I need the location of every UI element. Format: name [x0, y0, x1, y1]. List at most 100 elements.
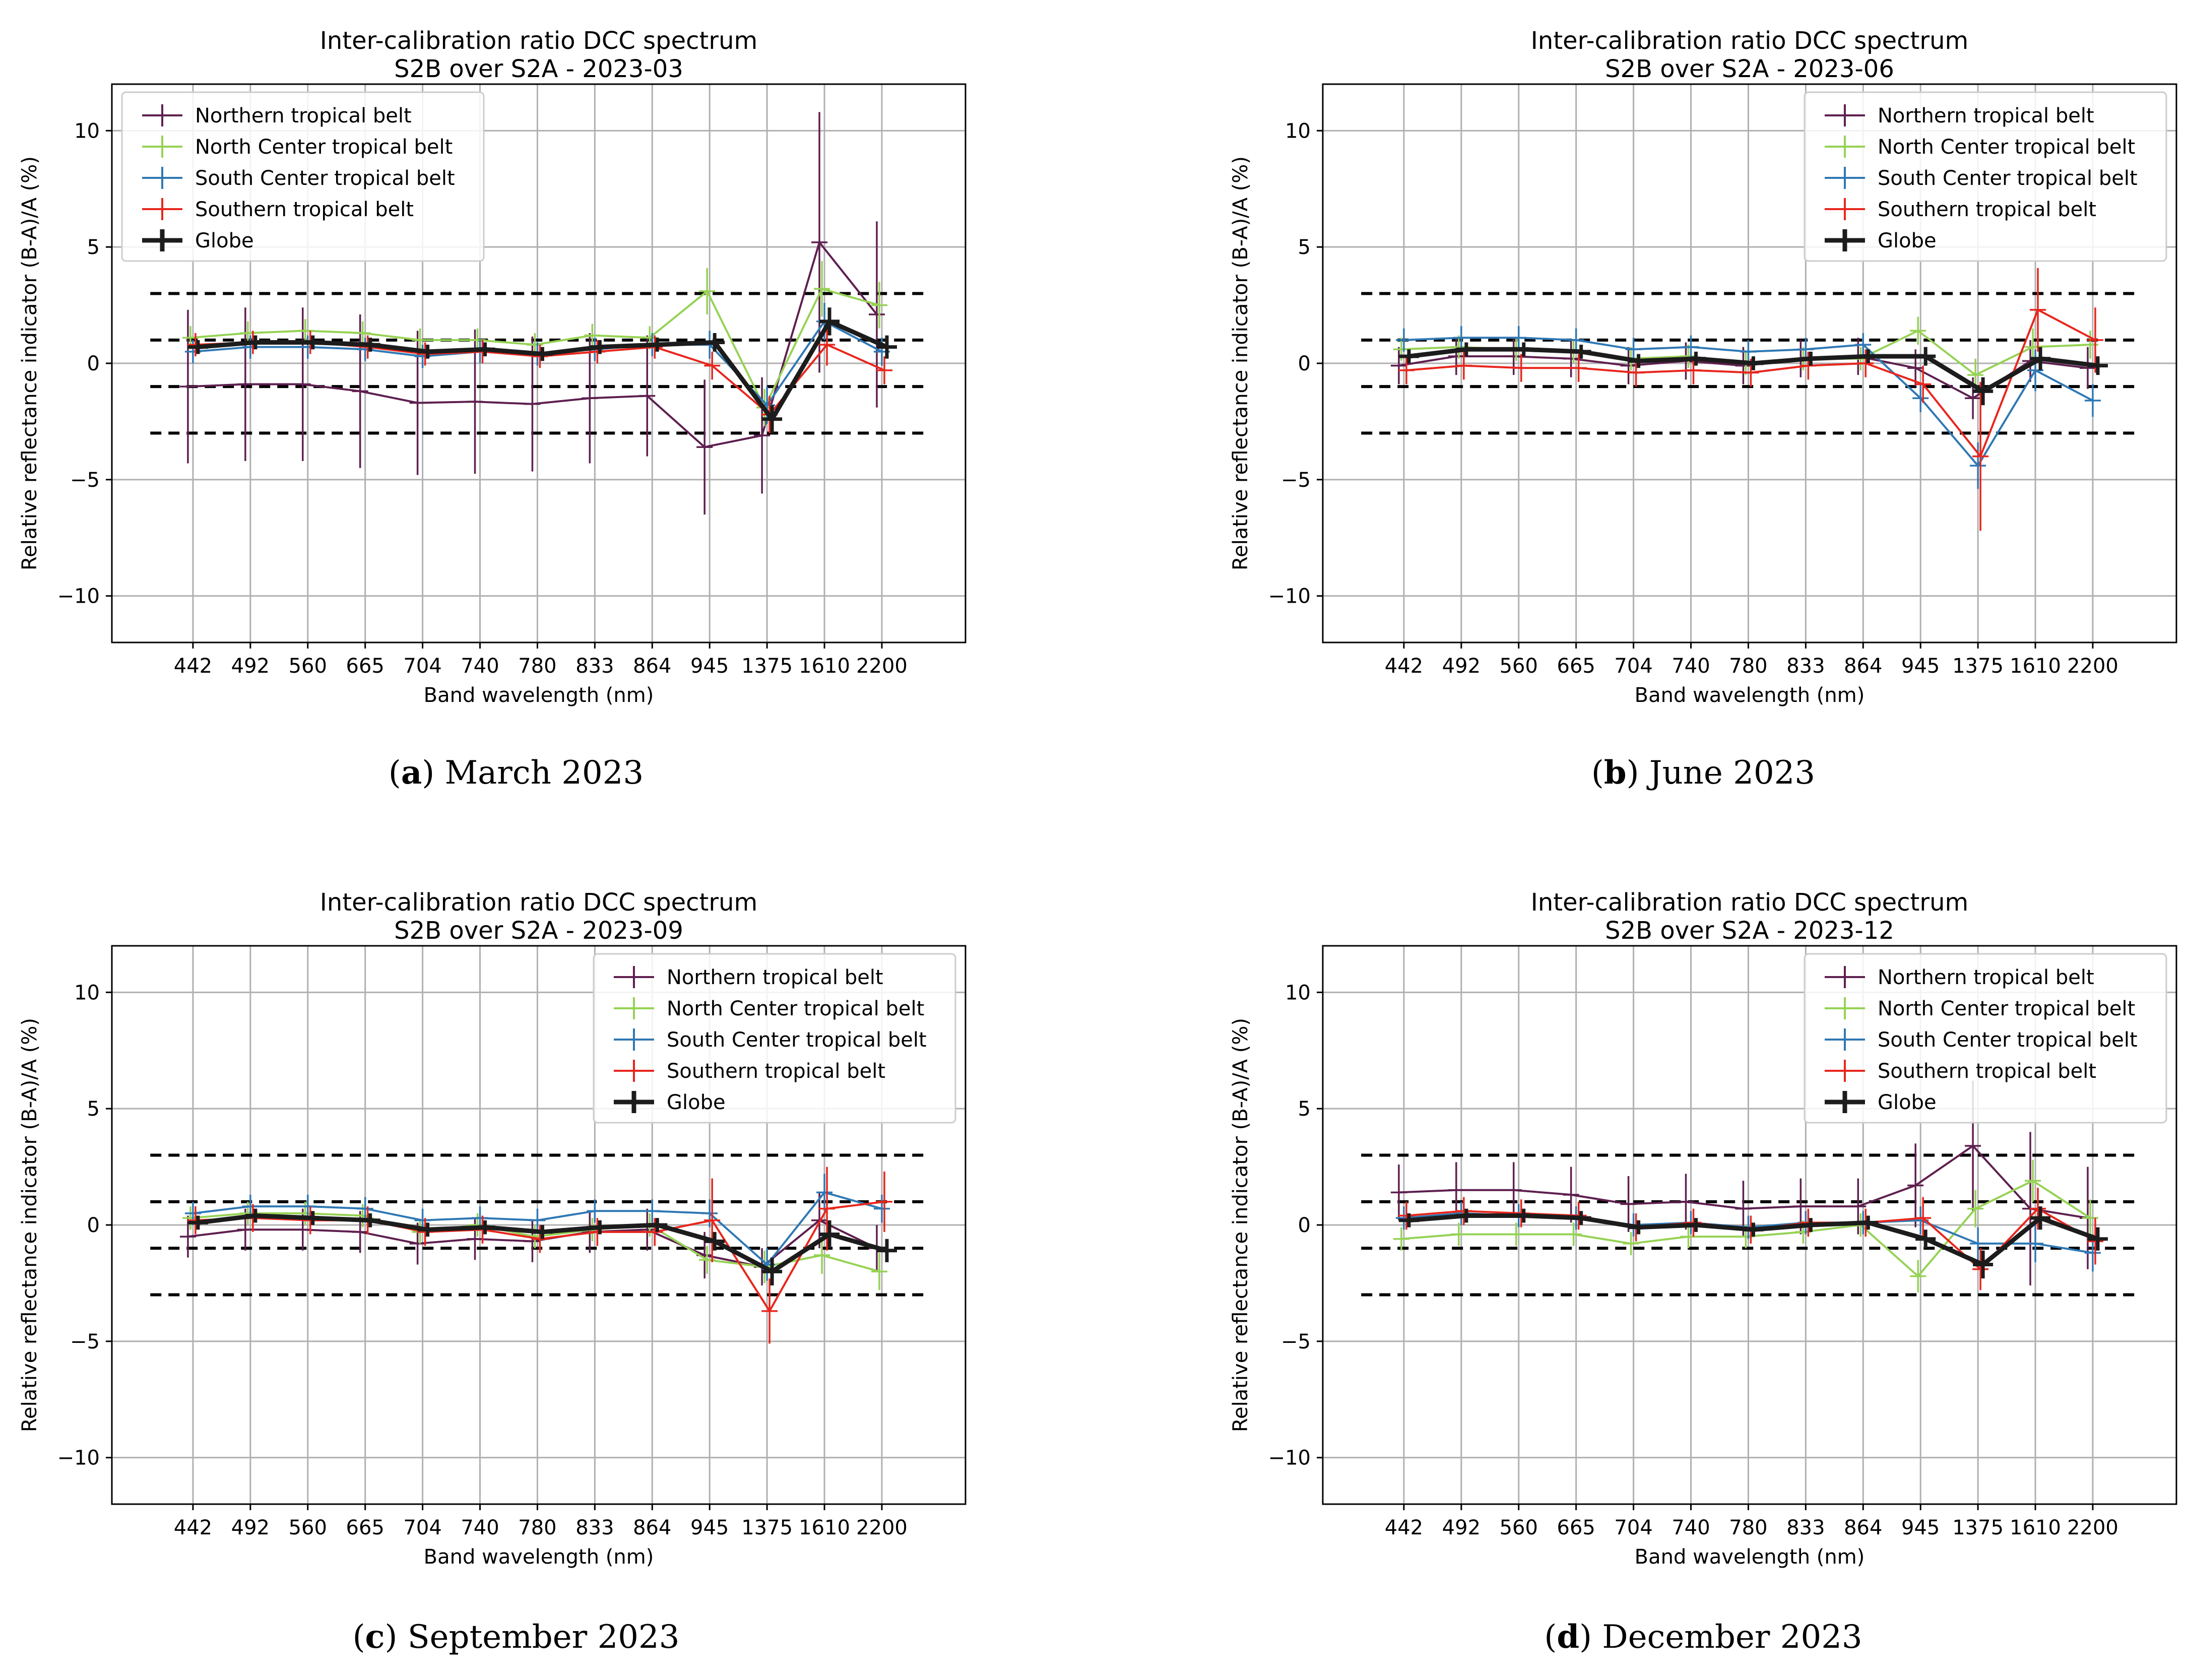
x-tick-label: 1375	[741, 1516, 793, 1539]
chart-title: Inter-calibration ratio DCC spectrum	[1531, 888, 1969, 917]
series-south-center-tropical-belt	[1395, 326, 2101, 489]
x-tick-label: 864	[633, 655, 671, 678]
legend-label: Northern tropical belt	[667, 966, 883, 989]
panel-caption: (c) September 2023	[353, 1618, 680, 1656]
legend-label: North Center tropical belt	[667, 997, 924, 1020]
x-tick-label: 780	[1729, 1516, 1767, 1539]
x-tick-label: 560	[1500, 1516, 1538, 1539]
legend-label: South Center tropical belt	[195, 167, 455, 190]
legend-label: Southern tropical belt	[195, 198, 414, 221]
x-tick-label: 492	[1442, 1516, 1481, 1539]
chart-title: Inter-calibration ratio DCC spectrum	[320, 888, 758, 917]
y-axis-label: Relative reflectance indicator (B-A)/A (…	[18, 156, 41, 570]
chart-subtitle: S2B over S2A - 2023-09	[394, 917, 683, 945]
legend-label: Southern tropical belt	[667, 1060, 885, 1083]
x-tick-label: 492	[1442, 655, 1481, 678]
x-tick-label: 780	[518, 1516, 556, 1539]
x-tick-label: 780	[518, 655, 556, 678]
legend: Northern tropical belt North Center tropi…	[1804, 91, 2167, 262]
x-tick-label: 665	[1557, 655, 1595, 678]
x-tick-label: 442	[1385, 655, 1423, 678]
y-tick-label: 10	[74, 119, 100, 143]
panel-caption: (d) December 2023	[1544, 1618, 1862, 1656]
x-tick-label: 2200	[2067, 655, 2118, 678]
x-tick-label: 665	[346, 1516, 384, 1539]
x-tick-label: 945	[1901, 1516, 1940, 1539]
legend-box	[1804, 953, 2167, 1124]
x-tick-label: 833	[575, 1516, 614, 1539]
x-tick-label: 833	[575, 655, 614, 678]
y-tick-label: 5	[87, 1097, 100, 1121]
x-tick-label: 442	[174, 655, 212, 678]
x-axis-label: Band wavelength (nm)	[424, 684, 654, 707]
series-southern-tropical-belt	[187, 1167, 892, 1344]
legend-label: South Center tropical belt	[667, 1028, 927, 1052]
y-tick-label: 5	[87, 236, 100, 259]
series-globe	[187, 307, 897, 433]
x-axis-label: Band wavelength (nm)	[1635, 684, 1865, 707]
y-tick-label: 0	[87, 352, 100, 375]
x-tick-label: 665	[346, 655, 384, 678]
chart-panel-a: 442 492 560 665 704 740 780 833 864 945 1375 1610 22…	[18, 27, 967, 792]
chart-subtitle: S2B over S2A - 2023-06	[1605, 55, 1894, 83]
legend-box	[593, 953, 956, 1124]
x-tick-label: 560	[1500, 655, 1538, 678]
x-tick-label: 945	[1901, 655, 1940, 678]
legend-label: Southern tropical belt	[1878, 198, 2096, 221]
x-tick-label: 833	[1786, 655, 1825, 678]
panel-caption: (b) June 2023	[1591, 754, 1815, 792]
legend-label: Northern tropical belt	[1878, 966, 2094, 989]
x-tick-label: 2200	[856, 655, 908, 678]
x-tick-label: 2200	[2067, 1516, 2118, 1539]
y-tick-label: −10	[57, 585, 100, 608]
y-tick-label: −10	[1268, 1447, 1311, 1470]
x-tick-label: 1610	[2010, 1516, 2061, 1539]
legend-box	[121, 91, 485, 262]
x-tick-label: 740	[461, 655, 499, 678]
x-tick-label: 864	[633, 1516, 671, 1539]
panel-caption: (a) March 2023	[389, 754, 643, 792]
x-tick-label: 864	[1844, 655, 1882, 678]
x-tick-label: 704	[1614, 655, 1652, 678]
chart-subtitle: S2B over S2A - 2023-12	[1605, 917, 1894, 945]
x-tick-label: 740	[1671, 1516, 1710, 1539]
chart-subtitle: S2B over S2A - 2023-03	[394, 55, 683, 83]
series-northern-tropical-belt	[1390, 1080, 2096, 1286]
y-tick-label: −5	[70, 1330, 100, 1353]
chart-title: Inter-calibration ratio DCC spectrum	[1531, 27, 1969, 55]
y-tick-label: 0	[1298, 352, 1311, 375]
series-globe	[1398, 1206, 2108, 1279]
y-tick-label: 0	[87, 1214, 100, 1237]
y-tick-label: 10	[1285, 119, 1311, 143]
chart-panel-d: 442 492 560 665 704 740 780 833 864 945 1375 1610 22…	[1229, 888, 2177, 1656]
x-tick-label: 780	[1729, 655, 1767, 678]
series-globe	[187, 1208, 897, 1286]
x-tick-label: 492	[231, 655, 270, 678]
y-tick-label: −10	[1268, 585, 1311, 608]
legend-label: North Center tropical belt	[1878, 997, 2135, 1020]
x-tick-label: 1610	[799, 655, 850, 678]
x-tick-label: 945	[690, 1516, 729, 1539]
legend-label: Globe	[1878, 229, 1937, 252]
y-tick-label: −10	[57, 1447, 100, 1470]
series-north-center-tropical-belt	[1393, 1159, 2098, 1293]
x-tick-label: 1610	[799, 1516, 850, 1539]
x-tick-label: 1375	[741, 655, 793, 678]
y-tick-label: 5	[1298, 236, 1311, 259]
x-tick-label: 560	[289, 655, 327, 678]
x-axis-label: Band wavelength (nm)	[424, 1545, 654, 1569]
series-southern-tropical-belt	[1398, 268, 2103, 531]
legend-label: North Center tropical belt	[1878, 136, 2135, 159]
y-tick-label: 5	[1298, 1097, 1311, 1121]
y-tick-label: −5	[1281, 469, 1311, 492]
x-tick-label: 665	[1557, 1516, 1595, 1539]
legend: Northern tropical belt North Center tropi…	[1804, 953, 2167, 1124]
x-tick-label: 2200	[856, 1516, 908, 1539]
series-globe	[1398, 342, 2108, 406]
chart-panel-b: 442 492 560 665 704 740 780 833 864 945 1375 1610 22…	[1229, 27, 2177, 792]
y-axis-label: Relative reflectance indicator (B-A)/A (…	[1229, 1018, 1252, 1432]
legend-label: Northern tropical belt	[1878, 104, 2094, 127]
x-tick-label: 704	[1614, 1516, 1652, 1539]
x-tick-label: 442	[174, 1516, 212, 1539]
legend-label: South Center tropical belt	[1878, 167, 2138, 190]
